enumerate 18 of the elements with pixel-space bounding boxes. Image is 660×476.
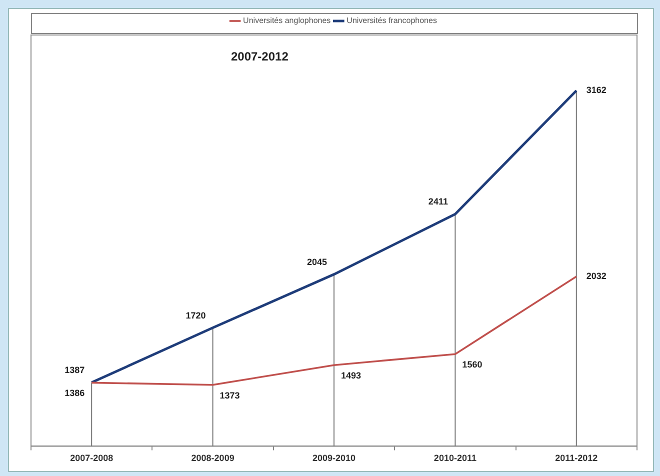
x-tick-label: 2010-2011 [434, 453, 476, 464]
x-tick-label: 2007-2008 [70, 453, 114, 464]
data-label: 2032 [586, 270, 606, 281]
data-label: 1560 [462, 360, 482, 370]
data-label: 2045 [306, 256, 328, 267]
data-label: 2411 [428, 196, 448, 207]
x-tick-label: 2011-2012 [555, 453, 598, 464]
legend-label: Universités anglophones [243, 16, 331, 26]
data-label: 1493 [340, 370, 362, 381]
x-tick-label: 2009-2010 [312, 453, 356, 464]
data-label: 1373 [220, 390, 240, 400]
chart-title: 2007-2012 [230, 49, 289, 64]
x-tick-label: 2008-2009 [191, 453, 234, 464]
data-label: 1386 [64, 388, 85, 398]
data-label: 3162 [586, 85, 606, 96]
data-label: 1720 [186, 310, 206, 320]
legend-label: Universités francophones [346, 16, 437, 26]
data-label: 1387 [64, 365, 85, 376]
